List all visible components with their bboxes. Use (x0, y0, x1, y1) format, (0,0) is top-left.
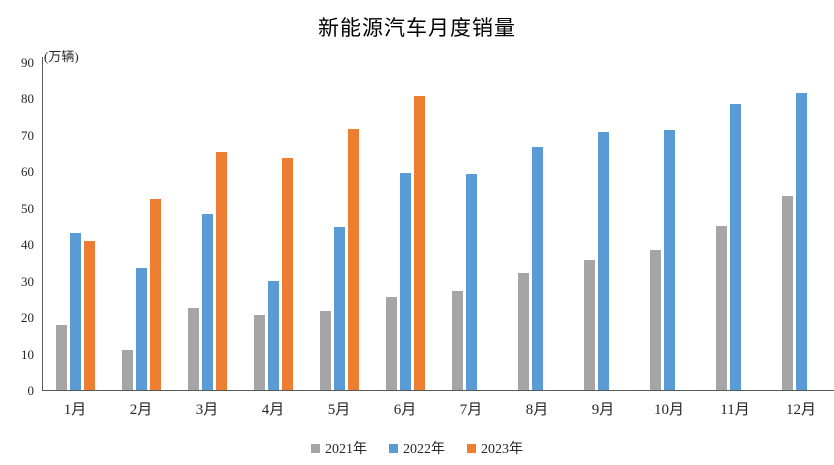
y-axis-line (42, 57, 43, 391)
bar-series1-month5 (319, 310, 331, 390)
y-tick-label: 60 (21, 164, 34, 180)
y-tick-label: 90 (21, 55, 34, 70)
legend-label: 2023年 (481, 442, 523, 457)
bar-series2-month11 (729, 103, 741, 390)
x-axis-line (42, 390, 834, 391)
bar-series3-month4 (281, 158, 293, 390)
bar-series2-month3 (201, 213, 213, 390)
bar-series2-month12 (795, 93, 807, 390)
legend-item-3: 2023年 (467, 438, 523, 458)
x-tick-label: 10月 (653, 402, 684, 418)
bar-series1-month7 (451, 291, 463, 390)
x-tick-label: 12月 (785, 402, 816, 418)
bar-series1-month2 (121, 349, 133, 390)
bar-series3-month6 (413, 96, 425, 390)
legend-item-1: 2021年 (311, 438, 367, 458)
legend: 2021年 2022年 2023年 (0, 438, 834, 458)
bar-series1-month10 (649, 250, 661, 390)
bar-series2-month4 (267, 281, 279, 390)
y-tick-label: 50 (21, 200, 34, 216)
x-tick-label: 9月 (591, 402, 615, 418)
y-tick-label: 80 (21, 91, 34, 107)
bar-series3-month2 (149, 198, 161, 390)
x-tick-label: 4月 (261, 402, 285, 418)
bar-series2-month1 (69, 232, 81, 390)
bar-series1-month6 (385, 296, 397, 390)
bar-series2-month10 (663, 129, 675, 390)
legend-item-2: 2022年 (389, 438, 445, 458)
bar-series2-month5 (333, 227, 345, 390)
bar-series1-month8 (517, 273, 529, 390)
x-tick-label: 11月 (720, 402, 750, 418)
bar-series1-month9 (583, 259, 595, 390)
bar-series2-month7 (465, 173, 477, 390)
bar-series2-month2 (135, 268, 147, 390)
legend-label: 2021年 (325, 442, 367, 457)
bar-series3-month1 (83, 241, 95, 390)
y-tick-label: 30 (21, 273, 34, 289)
bar-series1-month3 (187, 307, 199, 390)
bar-series3-month5 (347, 128, 359, 390)
bar-series1-month12 (781, 196, 793, 390)
y-tick-label: 20 (21, 310, 34, 326)
bar-series2-month9 (597, 131, 609, 390)
x-tick-label: 8月 (525, 402, 549, 418)
y-tick-label: 10 (21, 346, 34, 362)
bar-series1-month4 (253, 314, 265, 390)
legend-swatch-icon (467, 443, 476, 453)
bar-series2-month6 (399, 172, 411, 390)
bar-series1-month11 (715, 226, 727, 390)
legend-swatch-icon (311, 443, 320, 453)
y-axis-unit-label: (万辆) (44, 49, 79, 64)
bar-series3-month3 (215, 152, 227, 390)
y-tick-label: 0 (27, 383, 35, 398)
x-tick-label: 2月 (129, 402, 153, 418)
x-tick-label: 6月 (393, 402, 417, 418)
bar-series1-month1 (55, 324, 67, 390)
chart-title: 新能源汽车月度销量 (318, 16, 516, 40)
x-tick-label: 1月 (63, 402, 87, 418)
legend-swatch-icon (389, 443, 398, 453)
y-tick-label: 70 (21, 127, 34, 143)
x-tick-label: 5月 (327, 402, 351, 418)
x-tick-label: 7月 (459, 402, 483, 418)
x-tick-label: 3月 (195, 402, 219, 418)
legend-label: 2022年 (403, 442, 445, 457)
bar-series2-month8 (531, 147, 543, 390)
y-tick-label: 40 (21, 237, 34, 253)
